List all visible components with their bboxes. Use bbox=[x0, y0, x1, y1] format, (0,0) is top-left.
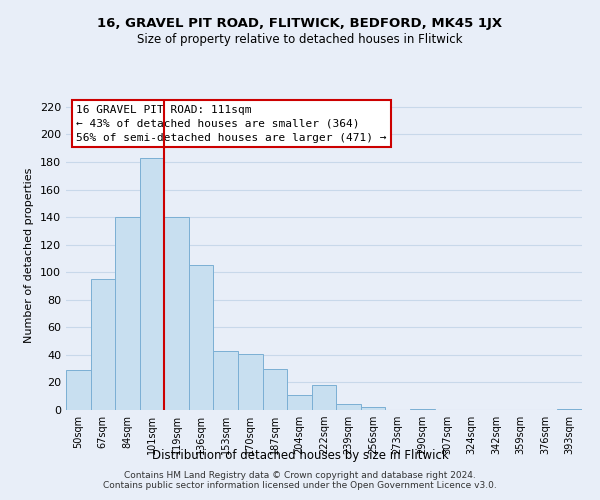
Text: 16, GRAVEL PIT ROAD, FLITWICK, BEDFORD, MK45 1JX: 16, GRAVEL PIT ROAD, FLITWICK, BEDFORD, … bbox=[97, 18, 503, 30]
Bar bbox=[238, 354, 263, 410]
Bar bbox=[312, 385, 336, 410]
Text: 16 GRAVEL PIT ROAD: 111sqm
← 43% of detached houses are smaller (364)
56% of sem: 16 GRAVEL PIT ROAD: 111sqm ← 43% of deta… bbox=[76, 104, 387, 142]
Bar bbox=[410, 408, 434, 410]
Bar bbox=[164, 217, 189, 410]
Bar bbox=[140, 158, 164, 410]
Bar bbox=[189, 266, 214, 410]
Bar bbox=[214, 351, 238, 410]
Bar bbox=[361, 407, 385, 410]
Bar bbox=[66, 370, 91, 410]
Bar bbox=[557, 408, 582, 410]
Bar bbox=[336, 404, 361, 410]
Bar bbox=[287, 395, 312, 410]
Text: Contains HM Land Registry data © Crown copyright and database right 2024.
Contai: Contains HM Land Registry data © Crown c… bbox=[103, 470, 497, 490]
Text: Distribution of detached houses by size in Flitwick: Distribution of detached houses by size … bbox=[152, 448, 448, 462]
Bar bbox=[91, 279, 115, 410]
Bar bbox=[263, 368, 287, 410]
Y-axis label: Number of detached properties: Number of detached properties bbox=[25, 168, 34, 342]
Text: Size of property relative to detached houses in Flitwick: Size of property relative to detached ho… bbox=[137, 32, 463, 46]
Bar bbox=[115, 217, 140, 410]
